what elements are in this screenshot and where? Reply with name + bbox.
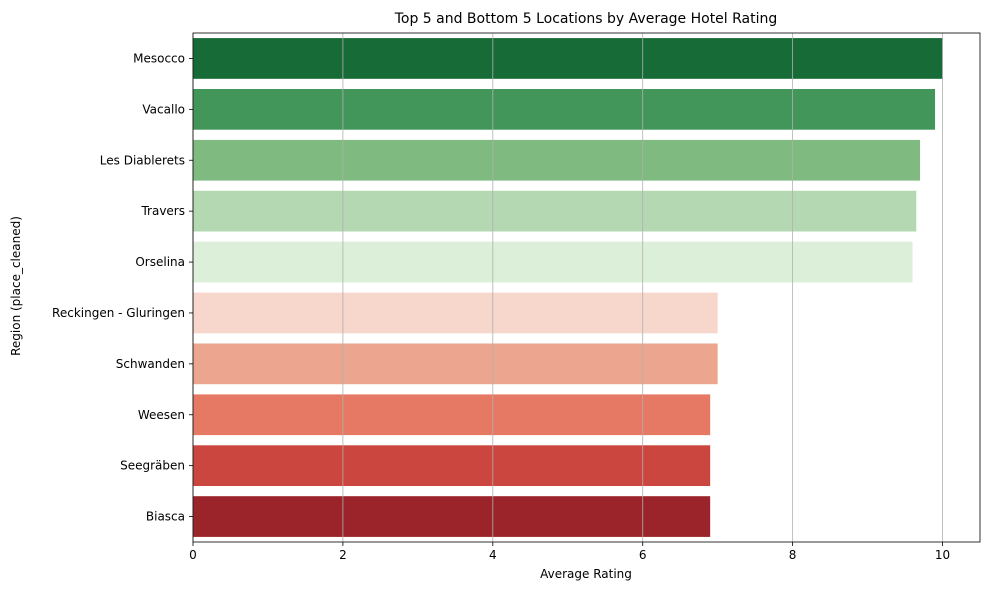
bar <box>193 394 711 436</box>
plot-area: 0 2 4 6 8 10 Mesocco Vacallo Les Diablerets Trave… <box>52 32 981 562</box>
chart-title: Top 5 and Bottom 5 Locations by Average … <box>394 11 778 27</box>
y-tick-label: Reckingen - Gluringen <box>52 306 185 320</box>
x-tick-label: 0 <box>189 548 197 562</box>
bar <box>193 241 913 283</box>
y-axis-title: Region (place_cleaned) <box>9 216 23 356</box>
bar <box>193 190 917 232</box>
bar <box>193 343 718 385</box>
y-tick-label: Les Diablerets <box>100 153 185 167</box>
bar <box>193 38 943 79</box>
y-tick-label: Vacallo <box>142 102 185 116</box>
x-tick-label: 6 <box>639 548 647 562</box>
y-tick-label: Seegräben <box>120 459 185 473</box>
y-tick-label: Orselina <box>135 255 185 269</box>
bar <box>193 445 711 487</box>
bar <box>193 496 711 537</box>
x-axis-title: Average Rating <box>540 567 632 581</box>
y-tick-label: Schwanden <box>116 357 185 371</box>
bar <box>193 88 936 130</box>
y-tick-label: Travers <box>140 204 185 218</box>
x-tick-label: 2 <box>339 548 347 562</box>
bar <box>193 139 921 181</box>
x-tick-label: 10 <box>935 548 950 562</box>
x-tick-label: 8 <box>789 548 797 562</box>
bar <box>193 292 718 334</box>
plot-frame <box>192 32 981 543</box>
y-tick-label: Weesen <box>138 408 185 422</box>
x-tick-label: 4 <box>489 548 497 562</box>
y-tick-label: Mesocco <box>133 51 185 65</box>
y-tick-label: Biasca <box>146 510 185 524</box>
